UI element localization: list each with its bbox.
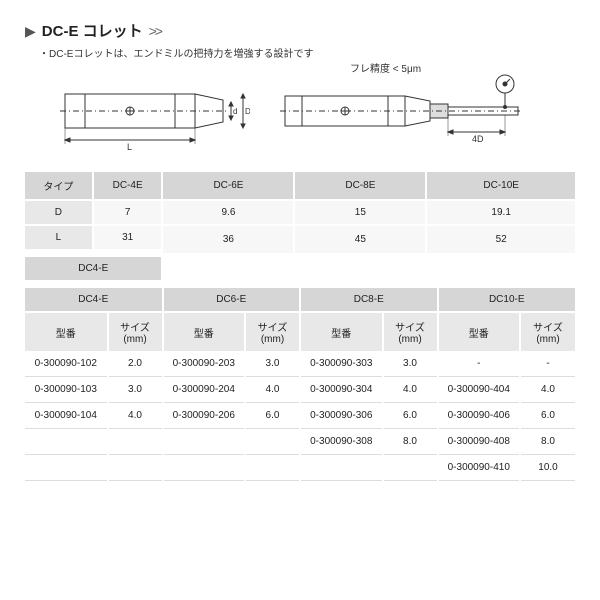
- part-size: [245, 455, 300, 481]
- part-size: [245, 429, 300, 455]
- part-size: 10.0: [520, 455, 575, 481]
- part-number: 0-300090-406: [438, 403, 521, 429]
- part-subheader-row: 型番 サイズ(mm) 型番 サイズ(mm) 型番 サイズ(mm) 型番 サイズ(…: [25, 312, 575, 351]
- part-number: [163, 455, 246, 481]
- part-size: 4.0: [520, 377, 575, 403]
- part-number: 0-300090-303: [300, 351, 383, 377]
- runout-label: フレ精度 < 5μm: [350, 60, 421, 75]
- part-size: [383, 455, 438, 481]
- spec-header-type: タイプ: [25, 172, 93, 200]
- chevrons-icon: >>: [149, 23, 161, 39]
- page-title: DC-E コレット: [42, 20, 143, 41]
- spec-header-3: DC-8E: [294, 172, 426, 200]
- collet-drawing-right: フレ精度 < 5μm: [280, 74, 540, 154]
- part-size: [108, 455, 163, 481]
- part-number: 0-300090-104: [25, 403, 108, 429]
- spec-header-2: DC-6E: [162, 172, 294, 200]
- part-number: [163, 429, 246, 455]
- part-size: 3.0: [108, 377, 163, 403]
- spec-table: タイプ DC-4E DC-6E DC-8E DC-10E D 7 9.6 15 …: [25, 172, 575, 280]
- group-label-1: DC6-E: [163, 284, 301, 312]
- part-size: 4.0: [383, 377, 438, 403]
- part-number: [25, 455, 108, 481]
- dim-L: L: [127, 142, 132, 152]
- part-number: 0-300090-410: [438, 455, 521, 481]
- table-row: 0-300090-41010.0: [25, 455, 575, 481]
- part-table: DC4-E DC6-E DC8-E DC10-E 型番 サイズ(mm) 型番 サ…: [25, 280, 575, 481]
- group-label-3: DC10-E: [438, 284, 576, 312]
- dim-D: D: [245, 107, 250, 116]
- group-0: DC4-E: [78, 263, 108, 274]
- spec-header-row: タイプ DC-4E DC-6E DC-8E DC-10E: [25, 172, 575, 200]
- part-size: 6.0: [383, 403, 438, 429]
- part-size: 8.0: [520, 429, 575, 455]
- part-size: 3.0: [245, 351, 300, 377]
- spec-row-D: D 7 9.6 15 19.1: [25, 200, 575, 225]
- spec-row-L: L 31 36 45 52: [25, 225, 575, 253]
- spec-header-4: DC-10E: [426, 172, 575, 200]
- part-size: [108, 429, 163, 455]
- dim-4D: 4D: [472, 134, 484, 144]
- subtitle-text: ・DC-Eコレットは、エンドミルの把持力を増強する設計です: [39, 45, 575, 60]
- title-arrow-icon: ▶: [25, 23, 36, 40]
- part-number: [25, 429, 108, 455]
- part-number: 0-300090-408: [438, 429, 521, 455]
- table-row: 0-300090-1033.00-300090-2044.00-300090-3…: [25, 377, 575, 403]
- part-group-row: DC4-E DC6-E DC8-E DC10-E: [25, 284, 575, 312]
- part-number: 0-300090-102: [25, 351, 108, 377]
- part-number: 0-300090-203: [163, 351, 246, 377]
- table-row: 0-300090-1022.00-300090-2033.00-300090-3…: [25, 351, 575, 377]
- part-size: 6.0: [520, 403, 575, 429]
- part-size: 4.0: [245, 377, 300, 403]
- part-number: 0-300090-304: [300, 377, 383, 403]
- part-size: 2.0: [108, 351, 163, 377]
- collet-drawing-left: L d D: [55, 74, 250, 154]
- table-row: 0-300090-3088.00-300090-4088.0: [25, 429, 575, 455]
- part-number: 0-300090-404: [438, 377, 521, 403]
- part-group-header: DC4-E: [25, 253, 575, 280]
- part-size: 4.0: [108, 403, 163, 429]
- part-number: 0-300090-308: [300, 429, 383, 455]
- dim-d: d: [233, 107, 237, 116]
- group-label-0: DC4-E: [25, 284, 163, 312]
- part-size: -: [520, 351, 575, 377]
- title-row: ▶ DC-E コレット >>: [25, 20, 575, 41]
- part-size: 8.0: [383, 429, 438, 455]
- part-number: 0-300090-103: [25, 377, 108, 403]
- part-number: 0-300090-204: [163, 377, 246, 403]
- part-number: 0-300090-206: [163, 403, 246, 429]
- spec-header-1: DC-4E: [93, 172, 163, 200]
- table-row: 0-300090-1044.00-300090-2066.00-300090-3…: [25, 403, 575, 429]
- diagram-area: L d D フレ精度 < 5μm: [55, 74, 575, 154]
- part-number: -: [438, 351, 521, 377]
- part-size: 6.0: [245, 403, 300, 429]
- part-size: 3.0: [383, 351, 438, 377]
- part-number: 0-300090-306: [300, 403, 383, 429]
- group-label-2: DC8-E: [300, 284, 438, 312]
- part-number: [300, 455, 383, 481]
